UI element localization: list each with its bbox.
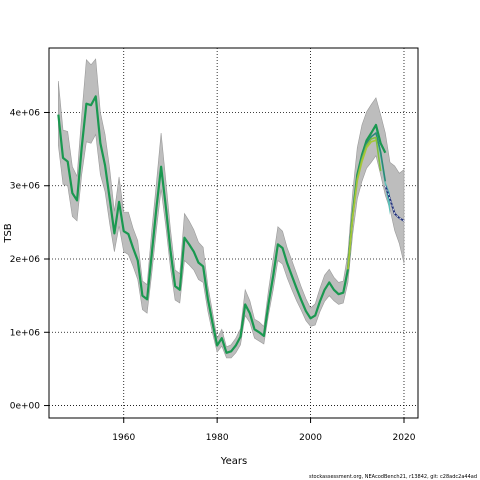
y-tick-label-2: 2e+06 xyxy=(10,255,41,265)
x-axis: 1960 1980 2000 2020 xyxy=(112,418,416,443)
y-tick-label-1: 1e+06 xyxy=(10,328,41,338)
y-axis-title: TSB xyxy=(3,223,14,243)
series-line-tail-dash xyxy=(384,185,405,222)
x-tick-label-2020: 2020 xyxy=(393,433,416,443)
plot-frame xyxy=(48,47,419,419)
series-line-peel3 xyxy=(347,139,377,270)
y-tick-label-0: 0e+00 xyxy=(10,402,41,412)
x-tick-label-2000: 2000 xyxy=(299,433,322,443)
x-tick-label-1980: 1980 xyxy=(206,433,229,443)
footer-note: stockassessment.org, NEAcodBench21, r138… xyxy=(309,474,477,480)
y-tick-label-3: 3e+06 xyxy=(10,182,41,192)
series-line-main xyxy=(57,95,387,354)
y-axis: 0e+00 1e+06 2e+06 3e+06 4e+06 xyxy=(10,108,49,412)
series-lines xyxy=(57,95,405,354)
confidence-band xyxy=(58,58,405,359)
grid-lines xyxy=(49,48,418,418)
y-tick-label-4: 4e+06 xyxy=(10,108,41,118)
x-tick-label-1960: 1960 xyxy=(112,433,135,443)
x-axis-title: Years xyxy=(220,456,247,467)
